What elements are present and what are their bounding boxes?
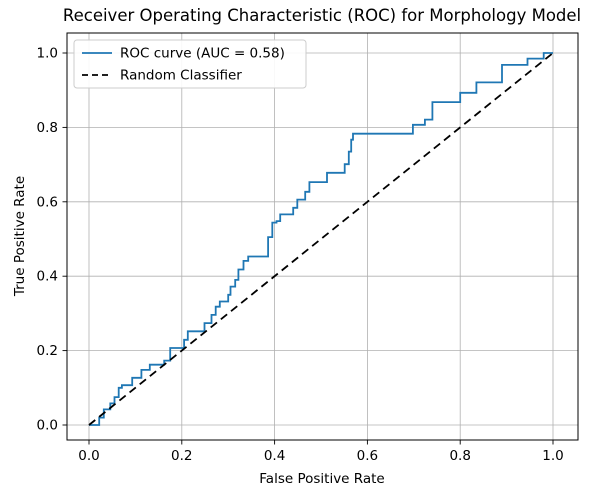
x-tick-label: 0.0 bbox=[78, 448, 99, 464]
x-tick-label: 1.0 bbox=[542, 448, 563, 464]
x-tick-label: 0.2 bbox=[171, 448, 192, 464]
y-tick-label: 0.6 bbox=[37, 194, 58, 210]
legend-roc-label: ROC curve (AUC = 0.58) bbox=[120, 46, 285, 62]
plot-area bbox=[67, 33, 578, 440]
series-layer bbox=[88, 52, 554, 426]
legend: ROC curve (AUC = 0.58) Random Classifier bbox=[73, 39, 307, 89]
tick-layer: 0.0 0.2 0.4 0.6 0.8 1.0 0.0 0.2 0.4 0.6 0.8 1.0 bbox=[37, 46, 564, 465]
y-tick-label: 0.2 bbox=[37, 343, 58, 359]
y-axis-label: True Positive Rate bbox=[12, 176, 28, 297]
chart-title: Receiver Operating Characteristic (ROC) … bbox=[63, 6, 581, 25]
x-tick-label: 0.6 bbox=[357, 448, 378, 464]
roc-curve-line bbox=[89, 52, 553, 426]
x-axis-label: False Positive Rate bbox=[259, 471, 384, 487]
random-classifier-line bbox=[88, 52, 554, 426]
x-tick-label: 0.8 bbox=[449, 448, 470, 464]
axes-frame bbox=[66, 32, 579, 441]
y-tick-label: 0.8 bbox=[37, 120, 58, 136]
legend-box bbox=[73, 39, 307, 89]
y-tick-label: 0.4 bbox=[37, 269, 58, 285]
y-tick-label: 1.0 bbox=[37, 46, 58, 62]
legend-random-label: Random Classifier bbox=[120, 68, 242, 84]
y-tick-label: 0.0 bbox=[37, 418, 58, 434]
x-tick-label: 0.4 bbox=[264, 448, 285, 464]
